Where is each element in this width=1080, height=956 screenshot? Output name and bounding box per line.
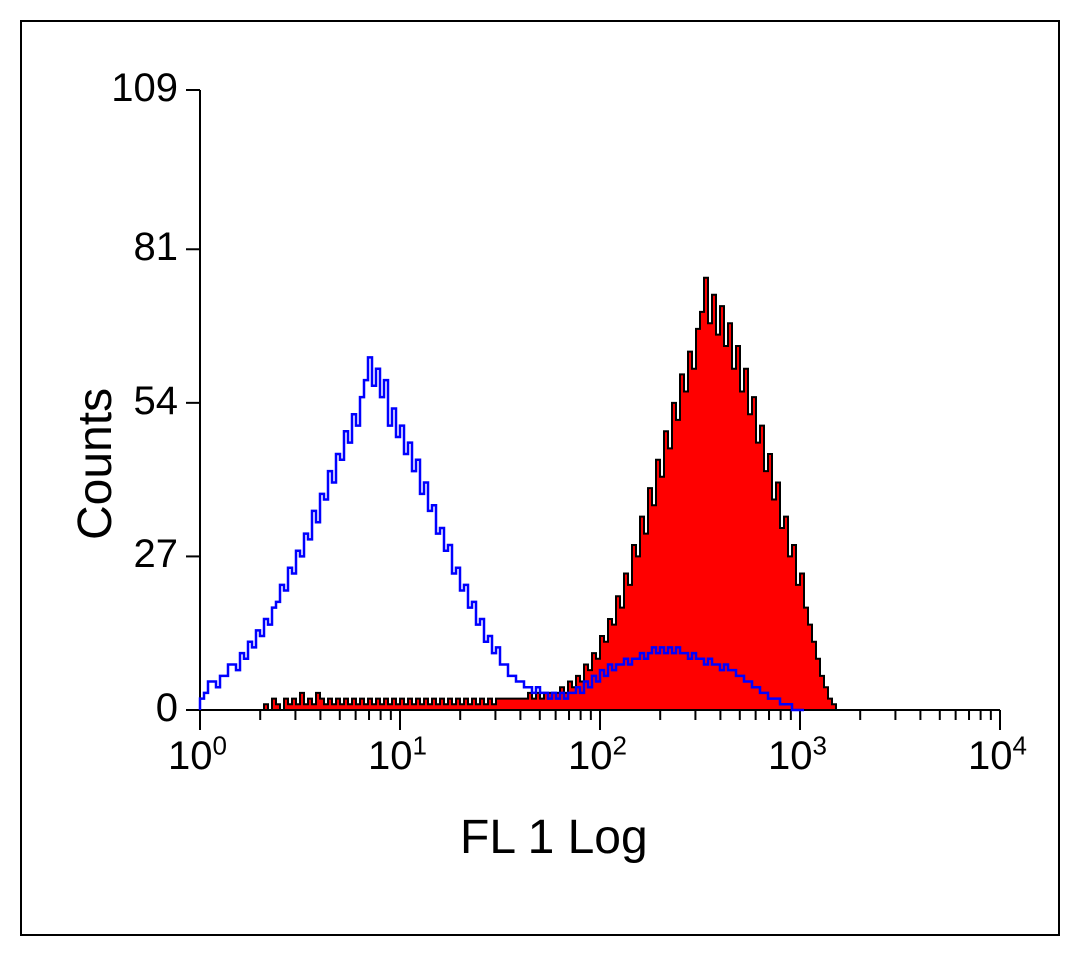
x-tick-label: 104 bbox=[968, 734, 1027, 779]
y-tick-label: 109 bbox=[111, 66, 178, 111]
y-tick-label: 27 bbox=[134, 532, 179, 577]
y-tick-label: 81 bbox=[134, 225, 179, 270]
x-tick-label: 100 bbox=[168, 734, 227, 779]
plot-svg bbox=[20, 20, 1060, 936]
y-tick-label: 54 bbox=[134, 379, 179, 424]
chart-frame: Counts FL 1 Log 027548110910010110210310… bbox=[20, 20, 1060, 936]
x-tick-label: 101 bbox=[368, 734, 427, 779]
x-tick-label: 103 bbox=[768, 734, 827, 779]
y-tick-label: 0 bbox=[156, 686, 178, 731]
x-tick-label: 102 bbox=[568, 734, 627, 779]
